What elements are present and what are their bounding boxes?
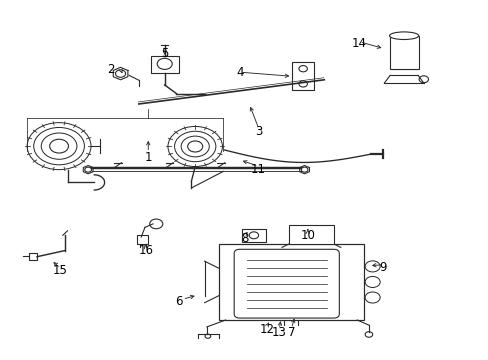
Text: 4: 4 — [236, 66, 243, 79]
Bar — [291, 63, 314, 90]
Text: 3: 3 — [254, 125, 262, 138]
Circle shape — [41, 133, 77, 159]
Circle shape — [418, 76, 427, 83]
Circle shape — [365, 292, 379, 303]
Text: 1: 1 — [144, 151, 152, 164]
Circle shape — [27, 123, 91, 170]
Circle shape — [168, 126, 222, 167]
Circle shape — [365, 332, 372, 337]
Bar — [150, 56, 179, 73]
Circle shape — [115, 70, 125, 77]
Circle shape — [298, 66, 307, 72]
Text: 16: 16 — [138, 244, 153, 257]
Text: 14: 14 — [351, 37, 366, 50]
Text: 2: 2 — [107, 63, 114, 76]
Circle shape — [298, 81, 307, 87]
Text: 5: 5 — [161, 48, 168, 60]
Circle shape — [187, 141, 203, 152]
Circle shape — [249, 232, 258, 239]
Text: 10: 10 — [300, 229, 315, 242]
Text: 6: 6 — [175, 295, 182, 308]
Text: 13: 13 — [271, 325, 286, 338]
Circle shape — [149, 219, 163, 229]
Circle shape — [204, 334, 210, 338]
Text: 7: 7 — [287, 326, 295, 339]
Text: 8: 8 — [240, 232, 248, 245]
Circle shape — [34, 127, 84, 165]
FancyBboxPatch shape — [234, 249, 339, 318]
Bar — [218, 244, 364, 320]
Circle shape — [365, 276, 379, 288]
Circle shape — [365, 261, 379, 272]
Circle shape — [181, 136, 209, 157]
Circle shape — [301, 167, 307, 172]
Circle shape — [174, 131, 215, 162]
Circle shape — [157, 58, 172, 69]
Bar — [389, 36, 418, 68]
Text: 11: 11 — [250, 163, 265, 176]
Text: 9: 9 — [379, 261, 386, 274]
Bar — [288, 225, 333, 244]
Ellipse shape — [389, 32, 418, 40]
Circle shape — [84, 167, 91, 172]
Circle shape — [50, 139, 68, 153]
Bar — [242, 229, 265, 242]
Bar — [28, 253, 37, 260]
Text: 15: 15 — [53, 264, 68, 277]
Bar — [136, 235, 148, 244]
Text: 12: 12 — [259, 323, 274, 336]
